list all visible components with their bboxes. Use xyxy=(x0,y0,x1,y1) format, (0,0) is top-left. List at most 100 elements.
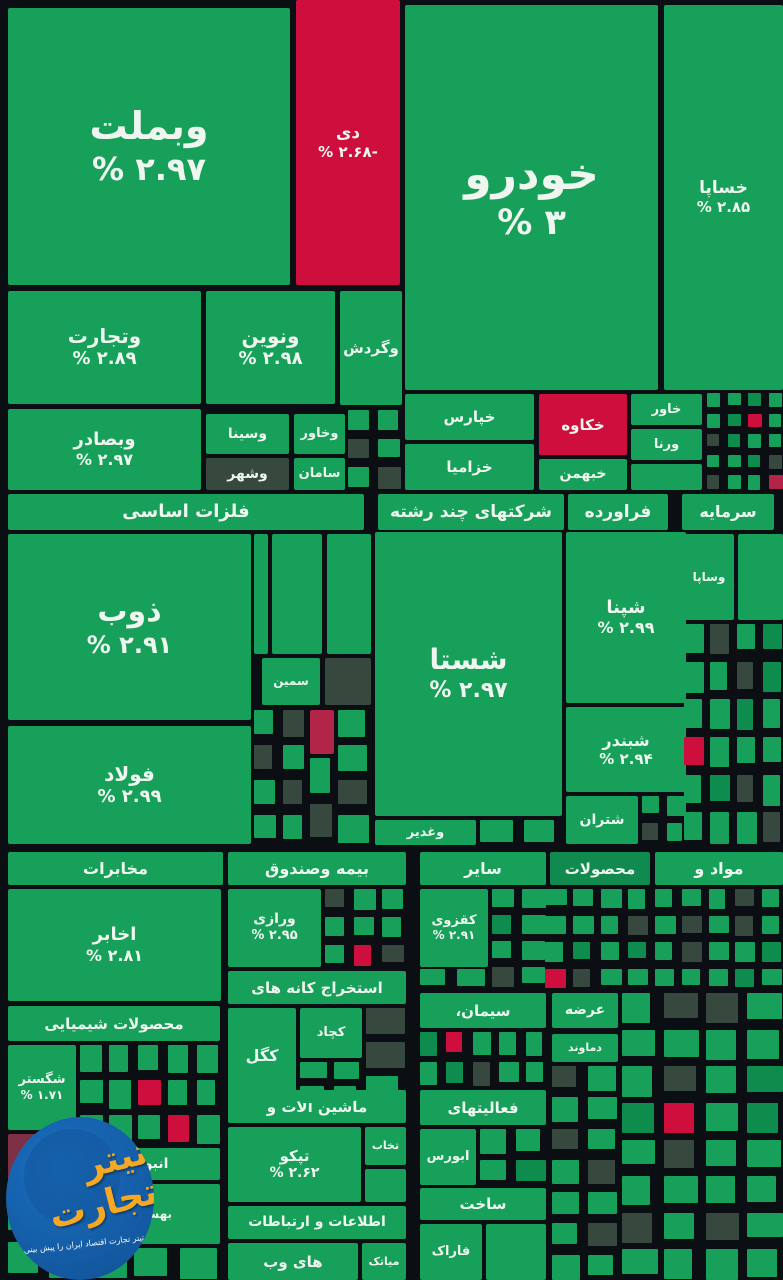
mosaic-stock-tile[interactable] xyxy=(353,889,377,910)
mosaic-stock-tile[interactable] xyxy=(762,889,779,908)
mosaic-stock-tile[interactable] xyxy=(382,917,401,937)
mosaic-stock-tile[interactable] xyxy=(492,915,512,934)
mosaic-stock-tile[interactable] xyxy=(768,434,781,448)
stock-tile-metals-dark[interactable] xyxy=(325,658,371,705)
mosaic-stock-tile[interactable] xyxy=(572,942,590,960)
mosaic-stock-tile[interactable] xyxy=(109,1045,129,1073)
mosaic-stock-tile[interactable] xyxy=(600,968,622,985)
mosaic-stock-tile[interactable] xyxy=(492,889,515,908)
mosaic-stock-tile[interactable] xyxy=(167,1080,187,1106)
mosaic-stock-tile[interactable] xyxy=(600,889,622,908)
mosaic-stock-tile[interactable] xyxy=(516,1160,546,1181)
mosaic-stock-tile[interactable] xyxy=(705,1066,736,1093)
stock-tile-shebandar[interactable]: شبندر ۲.۹۴ % xyxy=(566,707,686,792)
mosaic-stock-tile[interactable] xyxy=(708,915,730,934)
mosaic-stock-tile[interactable] xyxy=(667,823,683,842)
mosaic-stock-tile[interactable] xyxy=(525,1062,544,1083)
mosaic-stock-tile[interactable] xyxy=(663,1102,695,1134)
mosaic-stock-tile[interactable] xyxy=(705,1212,739,1241)
mosaic-stock-tile[interactable] xyxy=(353,917,375,936)
stock-tile-kaghzavi[interactable]: کقزوی ۲.۹۱ % xyxy=(420,889,488,967)
mosaic-stock-tile[interactable] xyxy=(622,1249,658,1275)
mosaic-stock-tile[interactable] xyxy=(283,745,305,770)
mosaic-stock-tile[interactable] xyxy=(196,1080,215,1105)
mosaic-stock-tile[interactable] xyxy=(735,889,755,906)
mosaic-stock-tile[interactable] xyxy=(762,774,780,806)
stock-tile-damavand[interactable]: دماوند xyxy=(552,1034,618,1062)
mosaic-stock-tile[interactable] xyxy=(748,434,762,448)
mosaic-stock-tile[interactable] xyxy=(588,1097,617,1119)
mosaic-stock-tile[interactable] xyxy=(747,1212,783,1237)
mosaic-stock-tile[interactable] xyxy=(572,889,594,906)
mosaic-stock-tile[interactable] xyxy=(499,1032,517,1055)
mosaic-stock-tile[interactable] xyxy=(338,745,367,771)
stock-tile-venovin[interactable]: ونوین ۲.۹۸ % xyxy=(206,291,335,404)
mosaic-stock-tile[interactable] xyxy=(655,915,676,935)
mosaic-stock-tile[interactable] xyxy=(588,1191,617,1214)
mosaic-stock-tile[interactable] xyxy=(523,820,554,843)
mosaic-stock-tile[interactable] xyxy=(736,812,757,844)
mosaic-stock-tile[interactable] xyxy=(310,758,331,793)
mosaic-stock-tile[interactable] xyxy=(707,393,721,407)
stock-tile-zob[interactable]: ذوب ۲.۹۱ % xyxy=(8,534,251,720)
mosaic-stock-tile[interactable] xyxy=(138,1045,158,1070)
mosaic-stock-tile[interactable] xyxy=(138,1080,161,1106)
mosaic-stock-tile[interactable] xyxy=(762,915,780,934)
mosaic-stock-tile[interactable] xyxy=(655,889,673,908)
mosaic-stock-tile[interactable] xyxy=(727,454,741,467)
mosaic-stock-tile[interactable] xyxy=(684,661,704,693)
mosaic-stock-tile[interactable] xyxy=(480,1129,507,1154)
mosaic-stock-tile[interactable] xyxy=(736,774,753,802)
mosaic-stock-tile[interactable] xyxy=(366,1008,405,1035)
stock-tile-vashahr[interactable]: وشهر xyxy=(206,458,289,490)
mosaic-stock-tile[interactable] xyxy=(480,820,514,842)
mosaic-stock-tile[interactable] xyxy=(300,1086,324,1103)
stock-tile-kachad[interactable]: کچاد xyxy=(300,1008,362,1058)
stock-tile-farak-right[interactable] xyxy=(486,1224,546,1280)
mosaic-stock-tile[interactable] xyxy=(663,1029,699,1057)
mosaic-stock-tile[interactable] xyxy=(457,969,485,986)
stock-tile-vabemellat[interactable]: وبملت ۲.۹۷ % xyxy=(8,8,290,285)
mosaic-stock-tile[interactable] xyxy=(667,796,686,816)
mosaic-stock-tile[interactable] xyxy=(325,917,344,936)
mosaic-stock-tile[interactable] xyxy=(628,915,648,935)
mosaic-stock-tile[interactable] xyxy=(552,1223,577,1245)
stock-tile-khavar[interactable]: خاور xyxy=(631,394,702,425)
mosaic-stock-tile[interactable] xyxy=(708,889,725,909)
mosaic-stock-tile[interactable] xyxy=(681,968,701,985)
mosaic-stock-tile[interactable] xyxy=(254,780,275,805)
mosaic-stock-tile[interactable] xyxy=(628,942,647,959)
mosaic-stock-tile[interactable] xyxy=(727,475,742,490)
mosaic-stock-tile[interactable] xyxy=(705,1029,737,1060)
stock-tile-khepars[interactable]: خپارس xyxy=(405,394,534,440)
mosaic-stock-tile[interactable] xyxy=(747,1029,780,1060)
mosaic-stock-tile[interactable] xyxy=(516,1129,540,1152)
stock-tile-khekaveh[interactable]: خکاوه xyxy=(539,394,627,455)
mosaic-stock-tile[interactable] xyxy=(348,438,370,459)
mosaic-stock-tile[interactable] xyxy=(378,410,398,430)
mosaic-stock-tile[interactable] xyxy=(572,915,595,935)
stock-tile-abures[interactable]: ابورس xyxy=(420,1129,476,1185)
stock-tile-khasapa[interactable]: خساپا ۲.۸۵ % xyxy=(664,5,783,390)
mosaic-stock-tile[interactable] xyxy=(710,699,730,729)
mosaic-stock-tile[interactable] xyxy=(663,1212,695,1239)
mosaic-stock-tile[interactable] xyxy=(552,1066,576,1088)
mosaic-stock-tile[interactable] xyxy=(492,967,515,987)
mosaic-stock-tile[interactable] xyxy=(499,1062,520,1083)
mosaic-stock-tile[interactable] xyxy=(735,942,756,963)
stock-tile-shegostar[interactable]: شگستر ۱.۷۱ % xyxy=(8,1045,76,1130)
mosaic-stock-tile[interactable] xyxy=(642,796,659,813)
mosaic-stock-tile[interactable] xyxy=(762,942,781,962)
mosaic-stock-tile[interactable] xyxy=(338,710,366,738)
mosaic-stock-tile[interactable] xyxy=(196,1115,220,1144)
mosaic-stock-tile[interactable] xyxy=(735,915,754,936)
stock-tile-akhaber[interactable]: اخابر ۲.۸۱ % xyxy=(8,889,221,1001)
mosaic-stock-tile[interactable] xyxy=(552,1254,580,1280)
mosaic-stock-tile[interactable] xyxy=(492,941,511,959)
stock-tile-khodro[interactable]: خودرو ۳ % xyxy=(405,5,658,390)
mosaic-stock-tile[interactable] xyxy=(628,968,649,985)
mosaic-stock-tile[interactable] xyxy=(768,393,783,407)
mosaic-stock-tile[interactable] xyxy=(747,1102,779,1134)
mosaic-stock-tile[interactable] xyxy=(254,745,273,769)
stock-tile-vabsader[interactable]: وبصادر ۲.۹۷ % xyxy=(8,409,201,490)
